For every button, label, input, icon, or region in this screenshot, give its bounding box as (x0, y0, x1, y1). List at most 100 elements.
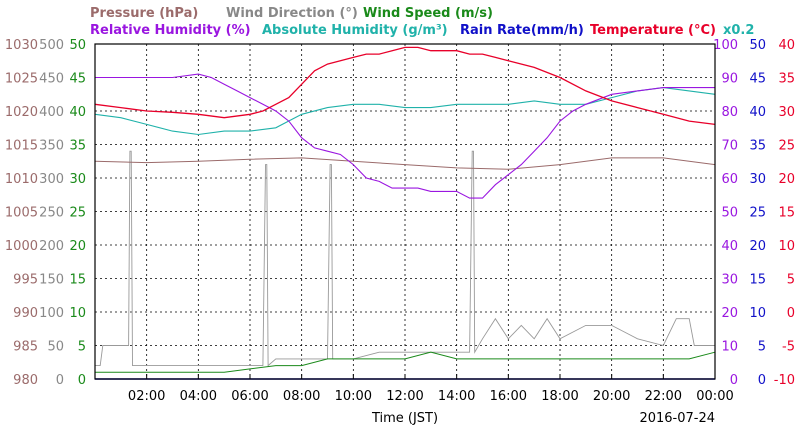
y-tick-rain-rate: 50 (749, 38, 766, 53)
y-tick-wind-direction: 200 (39, 239, 64, 254)
y-tick-humidity: 70 (721, 139, 738, 154)
y-tick-pressure: 1005 (5, 206, 38, 221)
x-tick-label: 22:00 (645, 389, 682, 404)
grid-lines (95, 44, 715, 379)
legend-wind-speed: Wind Speed (m/s) (363, 6, 493, 21)
y-tick-humidity: 80 (721, 105, 738, 120)
legend-relative-humidity: Relative Humidity (%) (90, 23, 251, 38)
y-tick-wind-speed: 50 (69, 38, 86, 53)
y-tick-wind-direction: 100 (39, 306, 64, 321)
y-tick-wind-direction: 250 (39, 206, 64, 221)
y-tick-pressure: 1010 (5, 172, 38, 187)
y-tick-humidity: 20 (721, 306, 738, 321)
x-tick-label: 16:00 (490, 389, 527, 404)
y-tick-temperature: 15 (778, 206, 795, 221)
legend-temperature: Temperature (°C) (590, 23, 716, 38)
y-tick-humidity: 60 (721, 172, 738, 187)
series-absolute-humidity (94, 87, 716, 136)
y-tick-wind-speed: 25 (69, 206, 86, 221)
y-tick-wind-speed: 40 (69, 105, 86, 120)
y-tick-wind-speed: 45 (69, 72, 86, 87)
x-tick-label: 00:00 (696, 389, 733, 404)
y-tick-pressure: 1020 (5, 105, 38, 120)
y-tick-wind-direction: 400 (39, 105, 64, 120)
y-tick-humidity: 100 (713, 38, 738, 53)
y-tick-temperature: -10 (774, 373, 795, 388)
x-axis-label: Time (JST) (371, 411, 438, 426)
y-tick-rain-rate: 40 (749, 105, 766, 120)
y-tick-wind-direction: 50 (47, 340, 64, 355)
series-relative-humidity (95, 73, 715, 199)
y-tick-rain-rate: 45 (749, 72, 766, 87)
legend-pressure: Pressure (hPa) (90, 6, 198, 21)
x-tick-label: 18:00 (541, 389, 578, 404)
y-tick-rain-rate: 0 (758, 373, 766, 388)
y-tick-humidity: 0 (730, 373, 738, 388)
x-tick-label: 02:00 (128, 389, 165, 404)
y-tick-temperature: -5 (782, 340, 795, 355)
y-tick-wind-direction: 350 (39, 139, 64, 154)
y-tick-pressure: 995 (13, 273, 38, 288)
y-tick-pressure: 1030 (5, 38, 38, 53)
plot-frame (94, 43, 716, 380)
y-tick-temperature: 20 (778, 172, 795, 187)
y-tick-humidity: 30 (721, 273, 738, 288)
date-label: 2016-07-24 (639, 411, 715, 426)
y-tick-wind-speed: 10 (69, 306, 86, 321)
y-tick-humidity: 10 (721, 340, 738, 355)
y-tick-temperature: 40 (778, 38, 795, 53)
legend-wind-direction: Wind Direction (°) (226, 6, 358, 21)
y-tick-rain-rate: 25 (749, 206, 766, 221)
y-tick-humidity: 90 (721, 72, 738, 87)
series-temperature (94, 46, 716, 126)
y-tick-rain-rate: 5 (758, 340, 766, 355)
y-tick-pressure: 1015 (5, 139, 38, 154)
y-tick-wind-speed: 0 (78, 373, 86, 388)
y-tick-wind-direction: 150 (39, 273, 64, 288)
y-tick-wind-direction: 450 (39, 72, 64, 87)
y-tick-pressure: 985 (13, 340, 38, 355)
y-tick-rain-rate: 15 (749, 273, 766, 288)
x-tick-label: 04:00 (180, 389, 217, 404)
y-tick-pressure: 980 (13, 373, 38, 388)
y-tick-rain-rate: 20 (749, 239, 766, 254)
legend-rain-rate: Rain Rate(mm/h) (460, 23, 584, 38)
y-tick-temperature: 0 (787, 306, 795, 321)
x-axis: 02:00 04:00 06:00 08:00 10:00 12:00 14:00 16:00… (128, 374, 734, 404)
series-pressure (94, 157, 716, 170)
x-tick-label: 08:00 (283, 389, 320, 404)
y-tick-pressure: 990 (13, 306, 38, 321)
y-tick-wind-speed: 35 (69, 139, 86, 154)
y-tick-rain-rate: 10 (749, 306, 766, 321)
y-tick-temperature: 5 (787, 273, 795, 288)
series-wind-direction (95, 150, 715, 367)
x-tick-label: 10:00 (335, 389, 372, 404)
y-tick-pressure: 1025 (5, 72, 38, 87)
y-tick-pressure: 1000 (5, 239, 38, 254)
y-tick-temperature: 30 (778, 105, 795, 120)
y-tick-wind-speed: 30 (69, 172, 86, 187)
x-tick-label: 06:00 (231, 389, 268, 404)
y-tick-temperature: 35 (778, 72, 795, 87)
y-tick-temperature: 10 (778, 239, 795, 254)
y-tick-temperature: 25 (778, 139, 795, 154)
y-tick-humidity: 50 (721, 206, 738, 221)
legend-scale-note: x0.2 (723, 23, 754, 38)
y-tick-rain-rate: 35 (749, 139, 766, 154)
series-wind-speed (95, 351, 716, 373)
y-tick-wind-speed: 15 (69, 273, 86, 288)
legend-absolute-humidity: Absolute Humidity (g/m³) (262, 23, 448, 38)
y-tick-wind-direction: 500 (39, 38, 64, 53)
y-tick-humidity: 40 (721, 239, 738, 254)
y-tick-wind-direction: 300 (39, 172, 64, 187)
y-tick-wind-direction: 0 (56, 373, 64, 388)
x-tick-label: 14:00 (438, 389, 475, 404)
y-tick-wind-speed: 20 (69, 239, 86, 254)
x-tick-label: 20:00 (593, 389, 630, 404)
y-tick-rain-rate: 30 (749, 172, 766, 187)
y-axes: 9809859909951000100510101015102010251030… (5, 38, 795, 388)
x-tick-label: 12:00 (386, 389, 423, 404)
y-tick-wind-speed: 5 (78, 340, 86, 355)
